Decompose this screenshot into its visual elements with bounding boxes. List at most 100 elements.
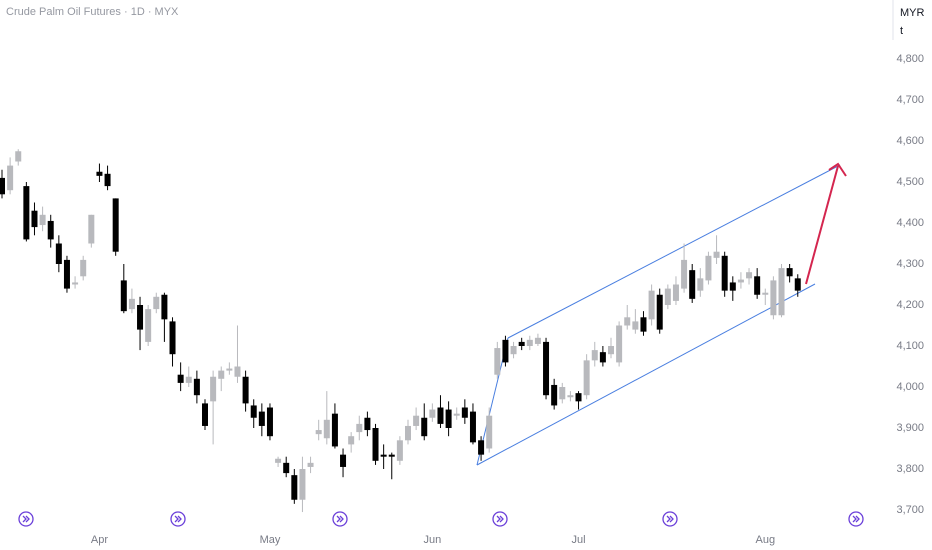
candle-body <box>608 346 614 355</box>
candle-body <box>210 376 217 402</box>
candle-body <box>283 462 290 474</box>
candle-body <box>681 259 688 289</box>
candle-body <box>315 430 322 435</box>
candle-body <box>218 370 225 379</box>
candle-body <box>388 454 395 457</box>
candle-body <box>307 462 314 467</box>
event-icons <box>18 511 864 527</box>
candle-body <box>202 403 208 426</box>
candle-body <box>786 268 793 277</box>
candle-body <box>177 374 184 383</box>
candle-body <box>396 440 403 461</box>
candle-body <box>31 210 38 228</box>
y-tick-label: 4,800 <box>896 53 924 65</box>
candle-body <box>291 475 298 500</box>
candle-body <box>323 419 330 439</box>
candle-body <box>80 259 87 277</box>
candle-body <box>721 255 728 291</box>
chart-title: Crude Palm Oil Futures · 1D · MYX <box>6 6 179 18</box>
candle-body <box>713 251 720 258</box>
unit-label: t <box>900 25 903 37</box>
y-tick-label: 3,800 <box>896 463 924 475</box>
candle-body <box>429 409 436 418</box>
candle-body <box>169 321 176 355</box>
candle-body <box>778 268 785 316</box>
candle-body <box>0 177 5 195</box>
candle-body <box>478 440 485 455</box>
candle-body <box>153 296 160 310</box>
candle-body <box>599 352 606 363</box>
candle-body <box>567 395 574 398</box>
y-tick-label: 4,300 <box>896 258 924 270</box>
candle-body <box>794 278 801 291</box>
candle-body <box>161 294 168 320</box>
candle-body <box>526 339 533 346</box>
candle-body <box>705 255 712 281</box>
candle-body <box>461 407 468 418</box>
candle-body <box>145 309 152 342</box>
candle-body <box>502 339 509 363</box>
candle-body <box>672 284 679 301</box>
candle-body <box>88 214 95 244</box>
channel-lower <box>476 283 816 466</box>
candle-body <box>421 417 428 437</box>
candle-body <box>250 405 257 418</box>
candle-body <box>266 407 273 437</box>
x-tick-label: Jun <box>423 534 441 546</box>
arrow <box>805 162 847 285</box>
candle-body <box>258 411 265 426</box>
y-tick-label: 4,100 <box>896 340 924 352</box>
candle-body <box>632 321 639 330</box>
candle-body <box>55 243 62 264</box>
candle-body <box>486 415 493 449</box>
candle-body <box>63 259 70 289</box>
candle-body <box>23 186 30 240</box>
candle-body <box>437 407 444 424</box>
candle-body <box>15 151 22 162</box>
candle-body <box>518 341 525 346</box>
y-tick-label: 4,400 <box>896 217 924 229</box>
candle-body <box>770 280 777 316</box>
candle-body <box>510 346 517 355</box>
candle-body <box>469 411 476 443</box>
candle-body <box>193 378 200 396</box>
candle-body <box>413 415 420 426</box>
candle-body <box>364 417 371 431</box>
candle-body <box>494 348 501 375</box>
candle-body <box>445 409 452 428</box>
candle-body <box>551 384 558 406</box>
candle-body <box>226 368 233 371</box>
currency-label: MYR <box>900 7 925 19</box>
candle-body <box>104 173 111 187</box>
y-tick-label: 3,700 <box>896 504 924 516</box>
candle-body <box>591 350 598 361</box>
channel-upper <box>507 164 841 339</box>
y-tick-label: 3,900 <box>896 422 924 434</box>
candle-body <box>746 272 753 279</box>
candle-body <box>128 298 135 310</box>
candle-body <box>640 317 647 332</box>
candle-body <box>242 376 249 404</box>
candle-body <box>648 290 655 320</box>
candle-body <box>331 413 338 447</box>
candle-body <box>405 425 411 441</box>
candle-body <box>356 423 363 433</box>
candle-body <box>575 393 582 402</box>
candle-body <box>762 292 769 295</box>
candle-body <box>534 337 541 344</box>
candle-body <box>7 165 14 191</box>
candle-body <box>112 198 119 252</box>
candle-body <box>47 220 54 240</box>
candle-body <box>275 458 282 463</box>
candle-body <box>624 317 631 326</box>
x-tick-label: Apr <box>91 534 108 546</box>
y-tick-label: 4,700 <box>896 94 924 106</box>
candle-body <box>656 294 663 330</box>
candle-body <box>340 454 347 467</box>
candle-body <box>372 428 379 461</box>
y-tick-label: 4,500 <box>896 176 924 188</box>
candle-body <box>380 454 387 457</box>
y-tick-label: 4,600 <box>896 135 924 147</box>
